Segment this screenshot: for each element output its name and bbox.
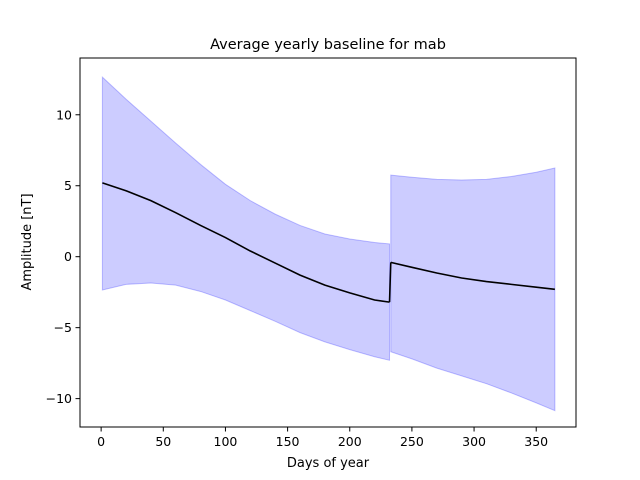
baseline-line-0 (102, 182, 390, 303)
y-tick-label: −10 (46, 391, 72, 406)
plot-area (101, 76, 556, 412)
x-tick-label: 0 (97, 434, 105, 449)
y-tick-label: −5 (54, 320, 72, 335)
x-tick-label: 150 (276, 434, 300, 449)
x-tick-label: 350 (524, 434, 548, 449)
x-axis: 0 50 100 150 200 250 300 350 (97, 427, 548, 449)
baseline-jump (388, 262, 392, 303)
y-tick-label: 0 (64, 249, 72, 264)
y-axis: −10 −5 0 5 10 (46, 107, 80, 406)
baseline-line-1 (390, 261, 555, 291)
uncertainty-band-3 (390, 167, 556, 412)
x-tick-label: 50 (155, 434, 171, 449)
x-tick-label: 250 (400, 434, 424, 449)
chart-title: Average yearly baseline for mab (210, 37, 446, 53)
y-tick-label: 10 (56, 107, 72, 122)
y-tick-label: 5 (64, 178, 72, 193)
axes-frame (79, 57, 577, 428)
x-tick-label: 100 (214, 434, 238, 449)
uncertainty-band-2 (101, 76, 391, 361)
x-axis-label: Days of year (287, 456, 370, 471)
y-axis-label: Amplitude [nT] (20, 193, 35, 290)
x-tick-label: 300 (462, 434, 486, 449)
x-tick-label: 200 (338, 434, 362, 449)
